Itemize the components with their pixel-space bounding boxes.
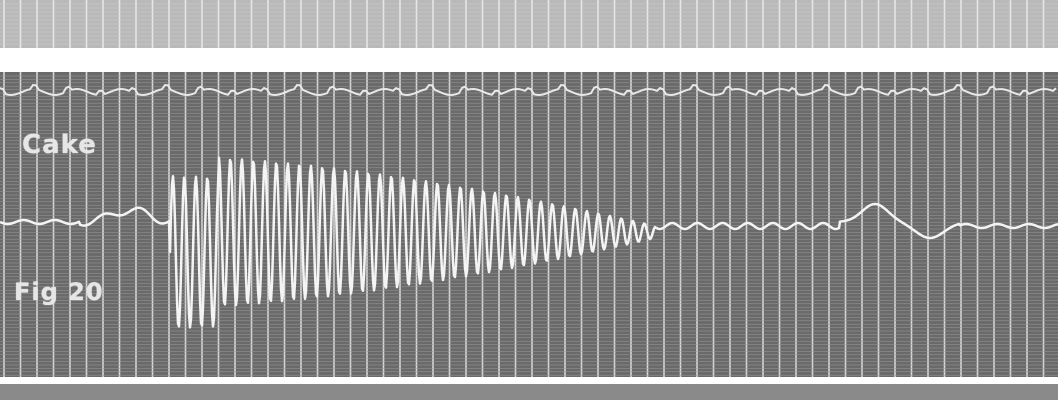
main-record-band bbox=[0, 72, 1058, 377]
top-band-grid bbox=[0, 0, 1058, 48]
bottom-band bbox=[0, 384, 1058, 400]
heartbeat-trace bbox=[0, 156, 1058, 329]
record-grid bbox=[0, 72, 1058, 377]
time-marker-trace bbox=[0, 83, 1057, 97]
figure-label: Fig 20 bbox=[14, 278, 104, 306]
record-label-cake: Cake bbox=[22, 130, 97, 160]
